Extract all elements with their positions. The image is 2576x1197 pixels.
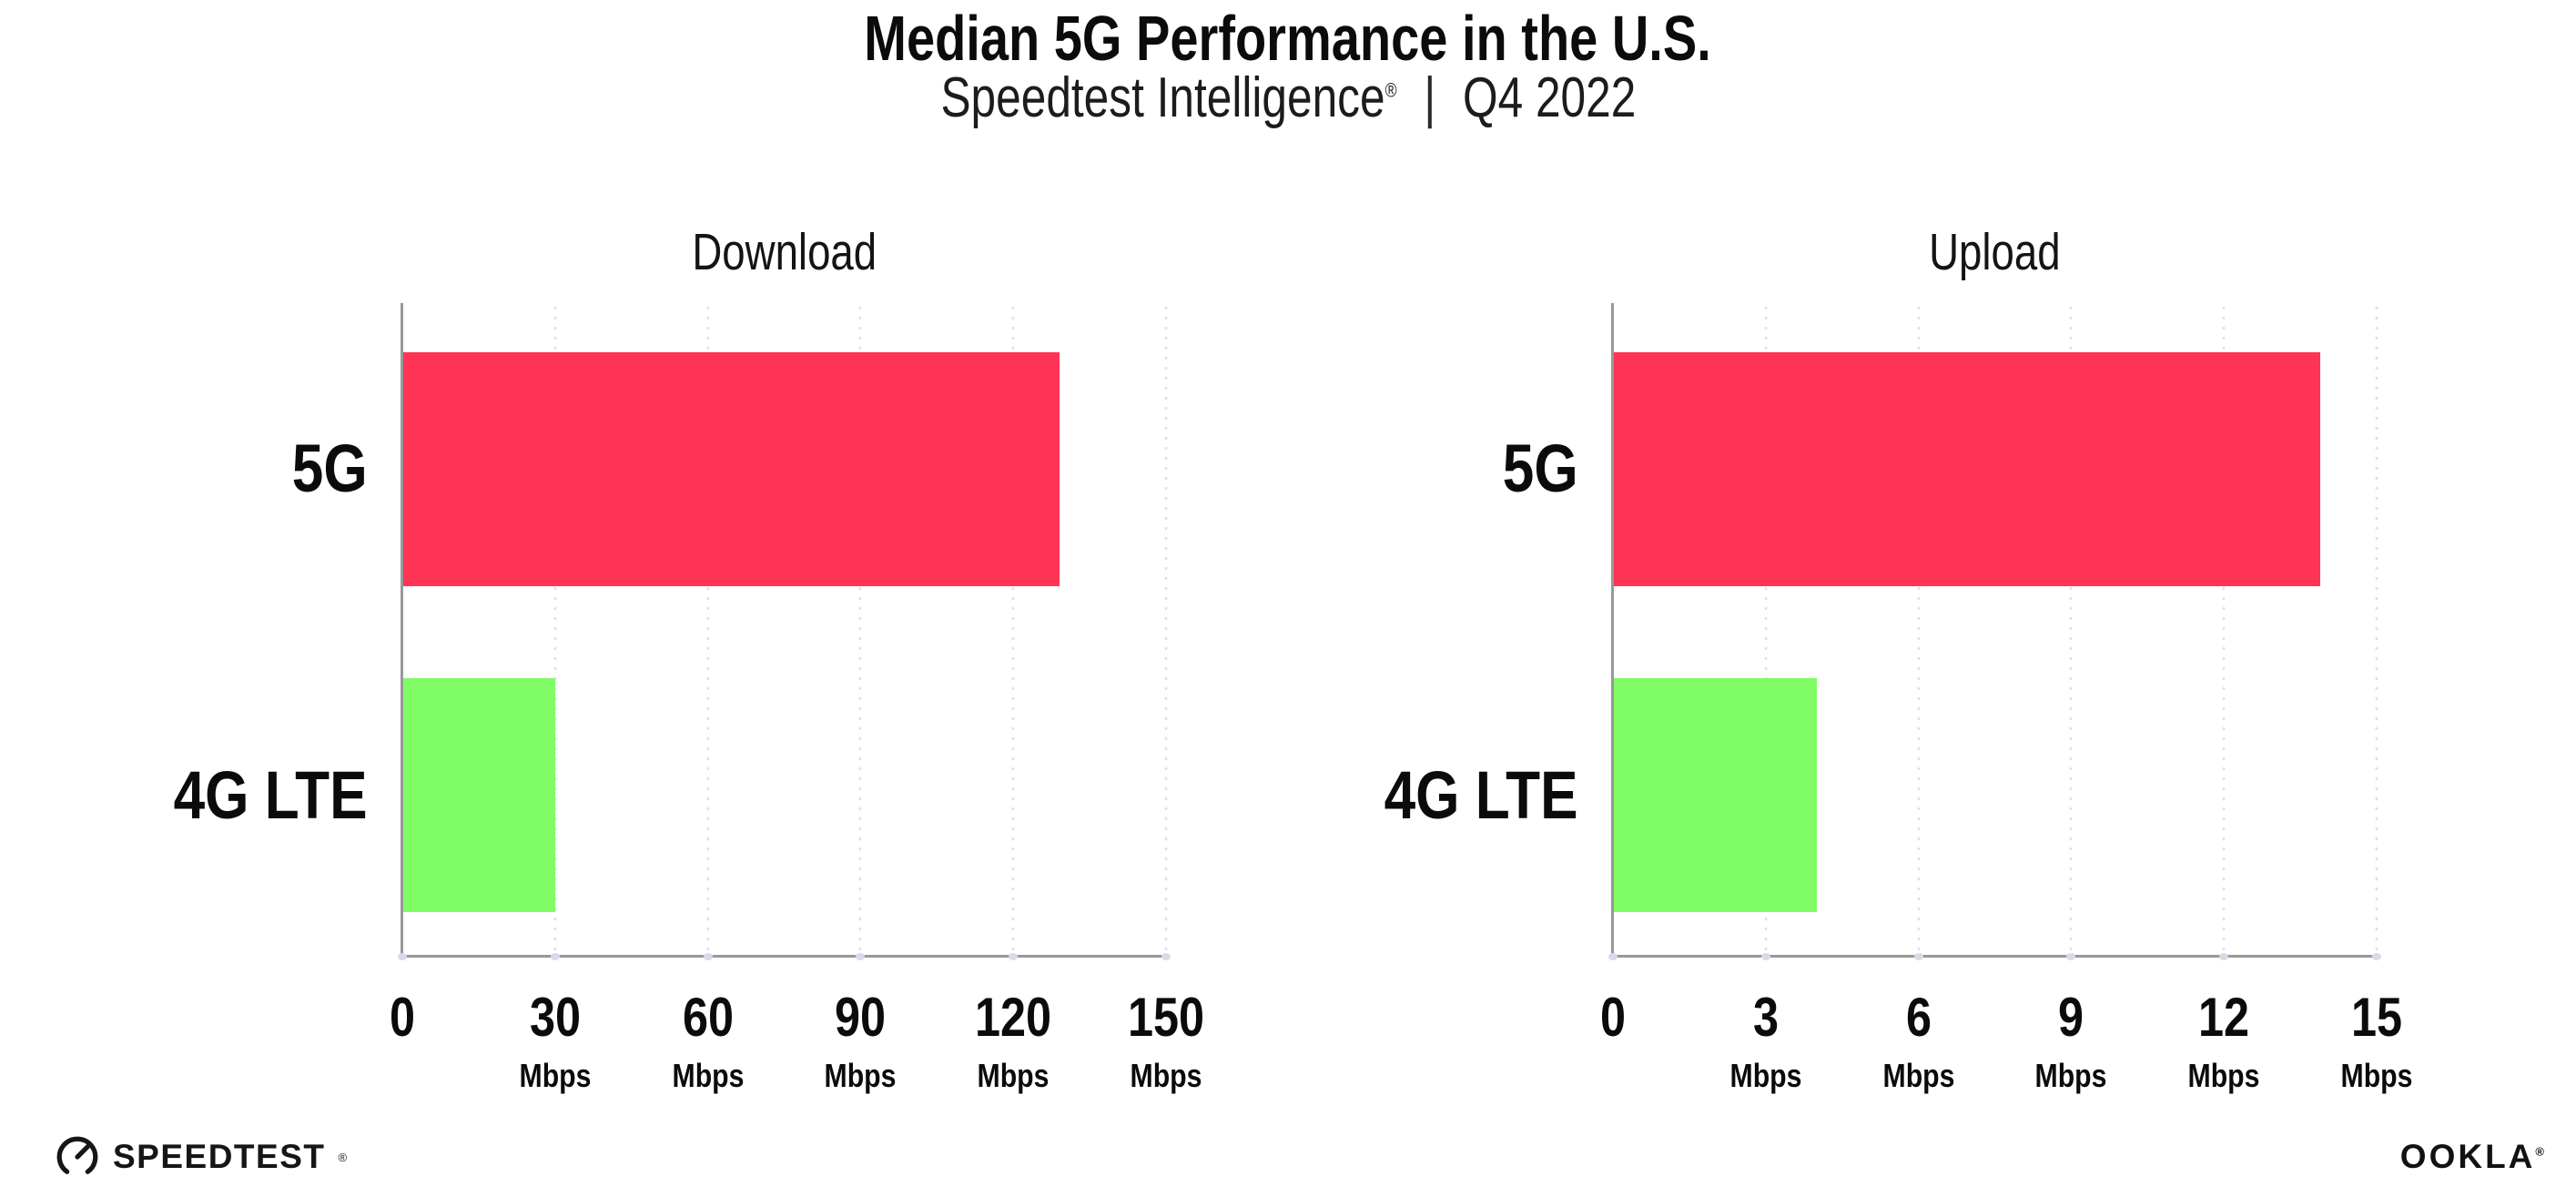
y-axis-line (1611, 303, 1614, 958)
speedtest-logo: SPEEDTEST ® (55, 1134, 347, 1180)
category-label-4g-lte: 4G LTE (1384, 757, 1578, 833)
tick-label: 6 Mbps (1882, 987, 1955, 1094)
tick-dot (398, 953, 407, 960)
gridline (1917, 303, 1921, 958)
gridline (1011, 303, 1015, 958)
tick-dot (1009, 953, 1019, 960)
gridline (2222, 303, 2226, 958)
tick-label: 90 Mbps (824, 987, 897, 1094)
speedtest-gauge-icon (56, 1136, 98, 1174)
upload-plot-area (1608, 303, 2381, 960)
page-subtitle: Speedtest Intelligence® | Q4 2022 (0, 66, 2576, 129)
download-x-axis-ticks: 0 30 Mbps 60 Mbps 90 Mbps 120 Mbps 150 Mbps (390, 987, 1204, 1109)
page-title-text: Median 5G Performance in the U.S. (864, 3, 1712, 74)
y-axis-line (401, 303, 403, 958)
gridline (706, 303, 710, 958)
category-label-5g: 5G (1503, 431, 1578, 506)
registered-mark: ® (1384, 78, 1397, 102)
download-chart-title: Download (692, 223, 877, 281)
tick-label: 0 (389, 987, 416, 1048)
upload-chart: Upload 5G 4G LTE 0 3 Mbps (1384, 0, 2412, 1197)
bar-4g-lte-download (402, 678, 555, 912)
upload-x-axis-ticks: 0 3 Mbps 6 Mbps 9 Mbps 12 Mbps 15 Mbps (1600, 987, 2412, 1109)
subtitle-period: Q4 2022 (1462, 66, 1636, 129)
tick-label: 120 Mbps (975, 987, 1052, 1094)
tick-dot (1760, 953, 1770, 960)
tick-dot (856, 953, 866, 960)
upload-chart-title: Upload (1929, 223, 2061, 281)
tick-label: 0 (1599, 987, 1627, 1048)
subtitle-separator: | (1423, 66, 1435, 129)
gridline (858, 303, 862, 958)
tick-label: 150 Mbps (1127, 987, 1205, 1094)
download-chart: Download 5G 4G LTE 0 30 Mbps (174, 0, 1204, 1197)
gridline (553, 303, 557, 958)
gridline (2069, 303, 2073, 958)
tick-label: 9 Mbps (2034, 987, 2107, 1094)
tick-dot (2066, 953, 2076, 960)
tick-label: 3 Mbps (1729, 987, 1802, 1094)
x-axis-line (401, 955, 1169, 958)
tick-dot (1161, 953, 1171, 960)
registered-mark: ® (2535, 1144, 2547, 1159)
gridline (1764, 303, 1768, 958)
ookla-logo: OOKLA® (2400, 1138, 2547, 1176)
page-title: Median 5G Performance in the U.S. (0, 4, 2576, 74)
bar-4g-lte-upload (1613, 678, 1817, 912)
tick-dot (2372, 953, 2381, 960)
x-axis-line (1611, 955, 2379, 958)
bar-5g-download (402, 352, 1060, 586)
speedtest-wordmark: SPEEDTEST (113, 1138, 326, 1175)
tick-dot (703, 953, 713, 960)
registered-mark: ® (338, 1150, 348, 1164)
tick-dot (550, 953, 560, 960)
gridline (2375, 303, 2378, 958)
tick-label: 60 Mbps (672, 987, 745, 1094)
tick-dot (1608, 953, 1618, 960)
category-label-4g-lte: 4G LTE (174, 757, 368, 833)
ookla-wordmark: OOKLA (2399, 1138, 2536, 1175)
tick-label: 15 Mbps (2340, 987, 2413, 1094)
tick-dot (1913, 953, 1923, 960)
tick-label: 12 Mbps (2187, 987, 2260, 1094)
tick-label: 30 Mbps (519, 987, 592, 1094)
page-subtitle-text: Speedtest Intelligence® | Q4 2022 (940, 66, 1636, 129)
category-label-5g: 5G (292, 431, 368, 506)
bar-5g-upload (1613, 352, 2321, 586)
gridline (1164, 303, 1168, 958)
subtitle-brand: Speedtest Intelligence (940, 66, 1385, 129)
tick-dot (2219, 953, 2229, 960)
download-plot-area (398, 303, 1171, 960)
